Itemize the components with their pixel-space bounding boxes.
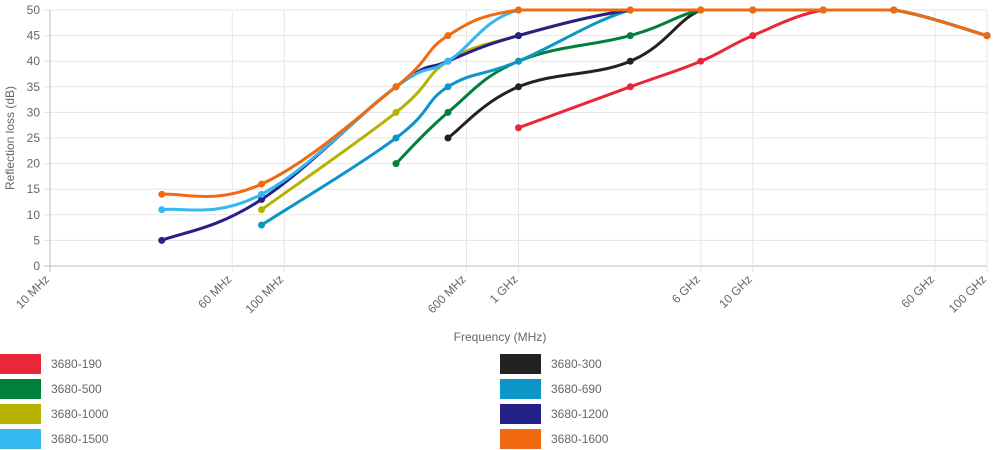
legend-swatch [0, 429, 41, 449]
data-point [890, 6, 898, 14]
legend-label: 3680-690 [551, 382, 602, 396]
data-point [626, 57, 634, 65]
legend-item[interactable]: 3680-1000 [0, 403, 108, 425]
legend-item[interactable]: 3680-190 [0, 353, 102, 375]
legend-swatch [0, 404, 41, 424]
legend-swatch [500, 354, 541, 374]
data-point [626, 32, 634, 40]
x-tick-label: 6 GHz [669, 272, 703, 306]
data-point [819, 6, 827, 14]
series-3680-1600 [158, 6, 991, 199]
x-tick-label: 10 MHz [13, 272, 52, 311]
y-tick-label: 20 [27, 157, 41, 171]
data-point [258, 190, 266, 198]
y-tick-label: 0 [33, 259, 40, 273]
x-tick-label: 60 MHz [195, 272, 234, 311]
x-axis-title: Frequency (MHz) [453, 330, 547, 344]
x-tick-label: 100 MHz [243, 272, 287, 316]
y-tick-label: 5 [33, 233, 40, 247]
legend-item[interactable]: 3680-300 [500, 353, 602, 375]
legend-item[interactable]: 3680-1600 [500, 428, 608, 450]
y-tick-label: 50 [27, 3, 41, 17]
y-tick-label: 25 [27, 131, 41, 145]
data-point [515, 57, 522, 65]
x-tick-label: 100 GHz [946, 272, 989, 315]
series-line [260, 8, 989, 227]
data-point [626, 83, 634, 91]
y-tick-label: 15 [27, 182, 41, 196]
data-point [515, 6, 522, 14]
data-point [749, 32, 757, 40]
x-tick-label: 1 GHz [487, 272, 521, 306]
legend-swatch [0, 379, 41, 399]
data-point [444, 108, 452, 116]
y-tick-label: 40 [27, 54, 41, 68]
data-point [983, 32, 991, 40]
data-point [697, 6, 705, 14]
legend-label: 3680-1500 [51, 432, 109, 446]
series-line [160, 8, 989, 212]
legend-label: 3680-500 [51, 382, 102, 396]
legend-label: 3680-1000 [51, 407, 109, 421]
data-point [515, 83, 522, 91]
y-tick-label: 10 [27, 208, 41, 222]
legend-label: 3680-1600 [551, 432, 609, 446]
data-point [515, 32, 522, 40]
x-tick-label: 10 GHz [716, 272, 755, 311]
data-point [158, 190, 166, 198]
data-point [749, 6, 757, 14]
legend-label: 3680-190 [51, 357, 102, 371]
series-3680-1200 [158, 6, 991, 244]
data-point [444, 134, 452, 142]
data-point [258, 206, 266, 214]
data-point [444, 32, 452, 40]
data-point [392, 134, 400, 142]
data-point [392, 160, 400, 168]
line-chart: 0 5 10 15 20 25 30 35 40 45 50 10 MHz 60 MHz 100 MHz 6… [3, 3, 991, 316]
data-point [258, 180, 266, 188]
series-3680-690 [258, 6, 991, 229]
series-3680-300 [444, 6, 991, 142]
data-point [258, 221, 266, 229]
series-line [446, 8, 989, 140]
data-point [392, 108, 400, 116]
legend-swatch [500, 404, 541, 424]
data-point [258, 195, 266, 203]
data-point [626, 6, 634, 14]
y-tick-label: 30 [27, 105, 41, 119]
data-point [392, 83, 400, 91]
legend-label: 3680-300 [551, 357, 602, 371]
y-tick-label: 45 [27, 29, 41, 43]
data-point [158, 236, 166, 244]
x-tick-label: 60 GHz [898, 272, 937, 311]
legend-item[interactable]: 3680-1200 [500, 403, 608, 425]
series-line [160, 8, 989, 242]
x-tick-label: 600 MHz [425, 272, 469, 316]
legend-item[interactable]: 3680-1500 [0, 428, 108, 450]
legend-swatch [500, 379, 541, 399]
legend-swatch [500, 429, 541, 449]
data-point [515, 124, 522, 132]
data-point [444, 57, 452, 65]
legend-item[interactable]: 3680-690 [500, 378, 602, 400]
data-point [158, 206, 166, 214]
series-3680-1500 [158, 6, 991, 214]
data-point [444, 83, 452, 91]
series-line [160, 8, 989, 199]
legend: 3680-190 3680-300 3680-500 3680-690 3680-100… [0, 350, 1000, 450]
legend-item[interactable]: 3680-500 [0, 378, 102, 400]
legend-swatch [0, 354, 41, 374]
y-tick-label: 35 [27, 80, 41, 94]
y-axis-title: Reflection loss (dB) [3, 86, 17, 190]
data-point [697, 57, 705, 65]
legend-label: 3680-1200 [551, 407, 609, 421]
